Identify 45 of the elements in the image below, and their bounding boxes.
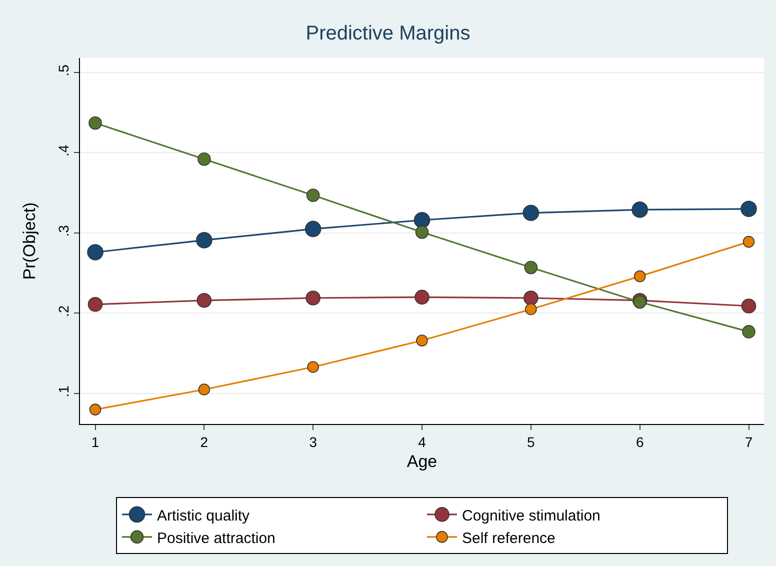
- point: [524, 290, 538, 306]
- point: [88, 297, 103, 312]
- point: [306, 290, 320, 306]
- point: [88, 116, 102, 130]
- y-tick-label: .3: [55, 224, 72, 237]
- y-tick-label: .1: [55, 385, 72, 398]
- chart-title: Predictive Margins: [306, 22, 470, 44]
- point: [634, 270, 646, 282]
- y-tick-label: .4: [55, 144, 72, 156]
- y-tick-label: .5: [55, 64, 72, 76]
- x-tick-label: 4: [418, 434, 426, 450]
- point: [198, 152, 211, 166]
- point: [416, 334, 428, 346]
- point: [632, 202, 648, 218]
- point: [740, 200, 757, 218]
- x-tick-label: 1: [91, 434, 100, 450]
- point: [525, 303, 537, 316]
- point: [415, 226, 429, 239]
- y-tick-label: .2: [55, 305, 72, 317]
- point: [524, 260, 538, 274]
- legend-label: Cognitive stimulation: [462, 507, 600, 524]
- point: [414, 290, 430, 305]
- point: [742, 325, 756, 338]
- legend-label: Positive attraction: [157, 530, 276, 547]
- point: [306, 188, 320, 202]
- x-tick-label: 6: [636, 434, 644, 450]
- point: [307, 361, 319, 373]
- point: [198, 384, 210, 396]
- point: [196, 292, 212, 308]
- point: [196, 232, 212, 248]
- point: [414, 212, 430, 228]
- point: [522, 204, 540, 222]
- legend-label: Self reference: [462, 530, 556, 547]
- x-tick-label: 2: [200, 434, 208, 450]
- x-tick-label: 3: [309, 434, 318, 450]
- x-axis-title: Age: [406, 452, 438, 472]
- x-tick-label: 7: [744, 434, 753, 450]
- legend-label: Artistic quality: [157, 507, 250, 524]
- point: [741, 298, 756, 314]
- point: [89, 404, 102, 416]
- point: [742, 236, 755, 248]
- point: [304, 220, 322, 238]
- point: [87, 244, 104, 260]
- x-tick-label: 5: [527, 434, 536, 450]
- y-axis-title: Pr(Object): [20, 202, 39, 280]
